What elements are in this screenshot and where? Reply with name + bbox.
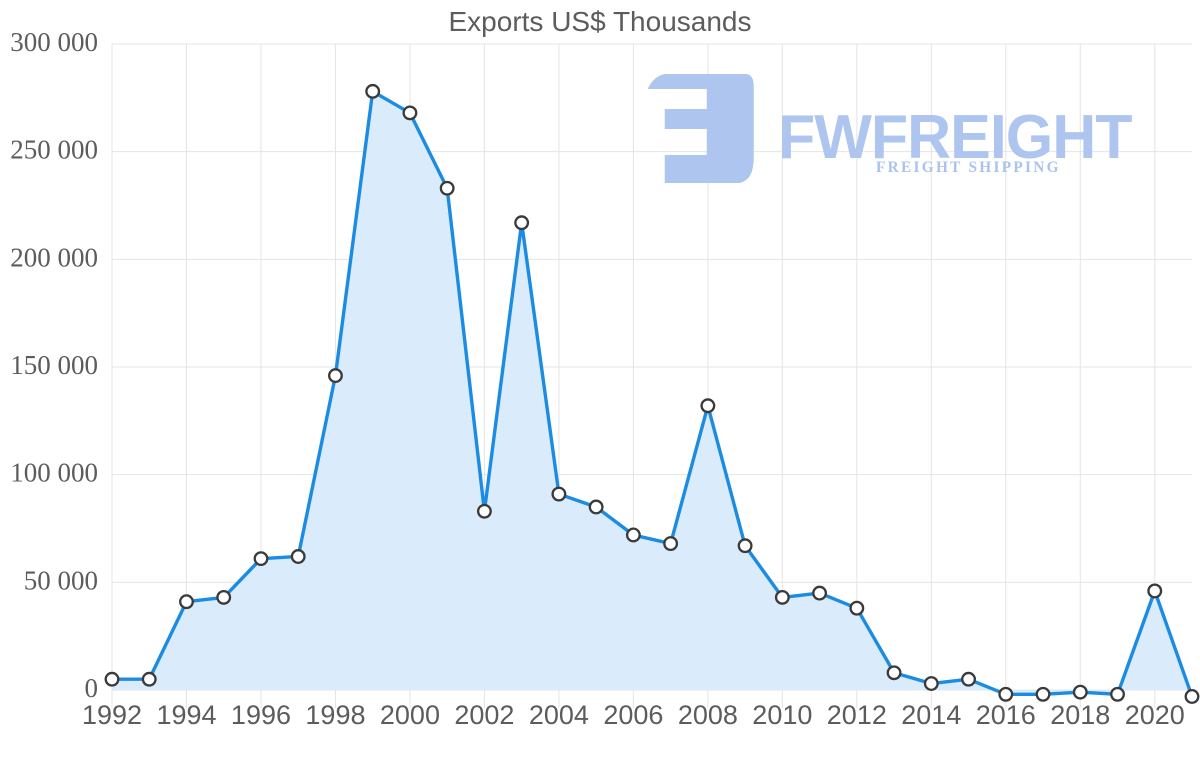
svg-text:1998: 1998 — [305, 700, 365, 730]
svg-text:0: 0 — [85, 673, 99, 703]
svg-text:100 000: 100 000 — [10, 458, 98, 488]
svg-text:2016: 2016 — [976, 700, 1036, 730]
svg-text:150 000: 150 000 — [10, 350, 98, 380]
svg-text:2000: 2000 — [380, 700, 440, 730]
svg-text:2018: 2018 — [1050, 700, 1110, 730]
svg-text:2014: 2014 — [901, 700, 961, 730]
svg-text:1994: 1994 — [156, 700, 216, 730]
svg-text:1996: 1996 — [231, 700, 291, 730]
svg-text:200 000: 200 000 — [10, 242, 98, 272]
svg-text:2004: 2004 — [529, 700, 589, 730]
svg-text:50 000: 50 000 — [24, 565, 98, 595]
svg-text:2006: 2006 — [603, 700, 663, 730]
svg-text:2020: 2020 — [1125, 700, 1185, 730]
svg-text:2010: 2010 — [752, 700, 812, 730]
svg-text:2012: 2012 — [827, 700, 887, 730]
svg-text:300 000: 300 000 — [10, 27, 98, 57]
svg-text:250 000: 250 000 — [10, 135, 98, 165]
svg-text:2002: 2002 — [454, 700, 514, 730]
svg-text:2008: 2008 — [678, 700, 738, 730]
svg-text:1992: 1992 — [82, 700, 142, 730]
